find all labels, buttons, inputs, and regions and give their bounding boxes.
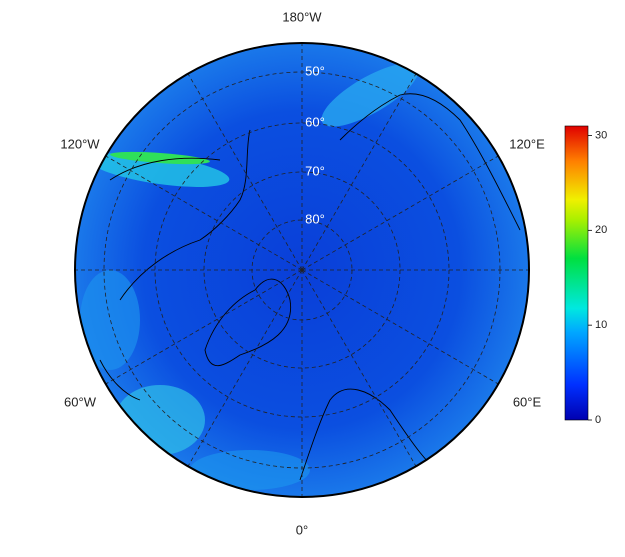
colorbar-tick-label: 10 xyxy=(595,319,607,331)
longitude-label: 120°W xyxy=(60,136,100,151)
latitude-label: 60° xyxy=(305,114,325,129)
latitude-label: 70° xyxy=(305,163,325,178)
colorbar xyxy=(564,125,589,421)
longitude-label: 60°W xyxy=(64,394,97,409)
colorbar-ticks: 0 10 20 30 xyxy=(588,129,607,426)
longitude-label: 120°E xyxy=(509,136,545,151)
colorbar-tick-label: 20 xyxy=(595,224,607,236)
map-field xyxy=(75,43,529,497)
longitude-label: 60°E xyxy=(513,394,542,409)
longitude-label: 180°W xyxy=(282,9,322,24)
colorbar-tick-label: 0 xyxy=(595,414,601,426)
colorbar-tick-label: 30 xyxy=(595,129,607,141)
latitude-label: 80° xyxy=(305,211,325,226)
latitude-label: 50° xyxy=(305,63,325,78)
map-border xyxy=(74,42,530,498)
longitude-label: 0° xyxy=(296,522,308,537)
